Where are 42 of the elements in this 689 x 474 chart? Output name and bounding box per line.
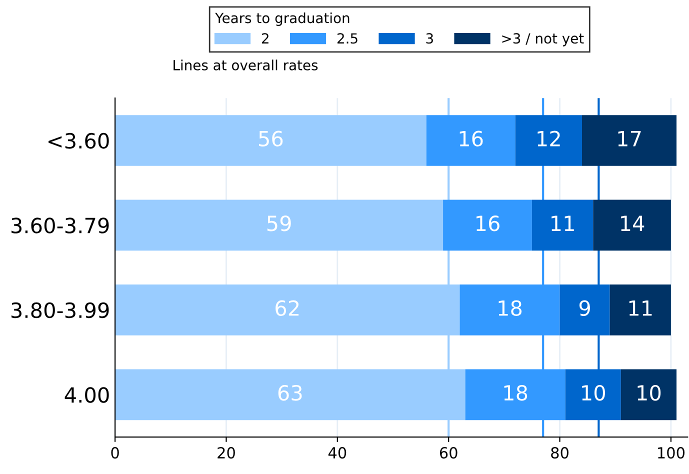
- x-tick-label: 80: [551, 447, 568, 459]
- data-label: 56: [259, 130, 283, 147]
- bar: [115, 200, 444, 251]
- bar: [620, 369, 677, 420]
- x-tick-label: 60: [440, 447, 458, 459]
- text: Lines at overall rates: [174, 60, 318, 70]
- bar: [593, 200, 671, 251]
- data-label: 12: [538, 130, 560, 146]
- data-label: 63: [278, 384, 302, 401]
- legend-label: 3: [426, 33, 433, 44]
- x-tick-label: 100: [658, 447, 685, 459]
- data-label: 10: [638, 384, 661, 401]
- data-label: 62: [276, 300, 299, 316]
- data-label: 16: [460, 130, 483, 147]
- x-tick-label: 0: [111, 447, 119, 459]
- data-label: 59: [267, 215, 291, 232]
- legend-label: >3 / not yet: [502, 33, 584, 46]
- data-label: 16: [476, 215, 500, 232]
- y-tick-label: <3.60: [48, 132, 109, 149]
- data-label: 10: [582, 384, 605, 401]
- y-tick-label: 3.80-3.99: [12, 302, 109, 318]
- bar: [443, 200, 532, 251]
- data-label: 14: [621, 216, 644, 231]
- bar: [532, 200, 594, 251]
- bar: [610, 284, 671, 336]
- legend-title: Years to graduation: [215, 12, 350, 26]
- y-tick-label: 4.00: [64, 387, 109, 403]
- bar: [582, 115, 677, 166]
- bar: [426, 115, 516, 166]
- bar: [515, 115, 582, 166]
- legend-label: 2.5: [338, 33, 358, 44]
- data-label: 11: [552, 216, 574, 231]
- data-label: 9: [579, 300, 590, 316]
- data-label: 18: [498, 300, 522, 316]
- x-tick-label: 20: [218, 447, 235, 459]
- data-label: 17: [618, 131, 641, 146]
- x-tick-label: 40: [328, 447, 346, 459]
- data-label: 18: [504, 384, 528, 401]
- legend-label: 2: [262, 33, 268, 44]
- bar: [115, 115, 426, 166]
- data-label: 11: [629, 300, 652, 316]
- y-tick-label: 3.60-3.79: [12, 218, 109, 234]
